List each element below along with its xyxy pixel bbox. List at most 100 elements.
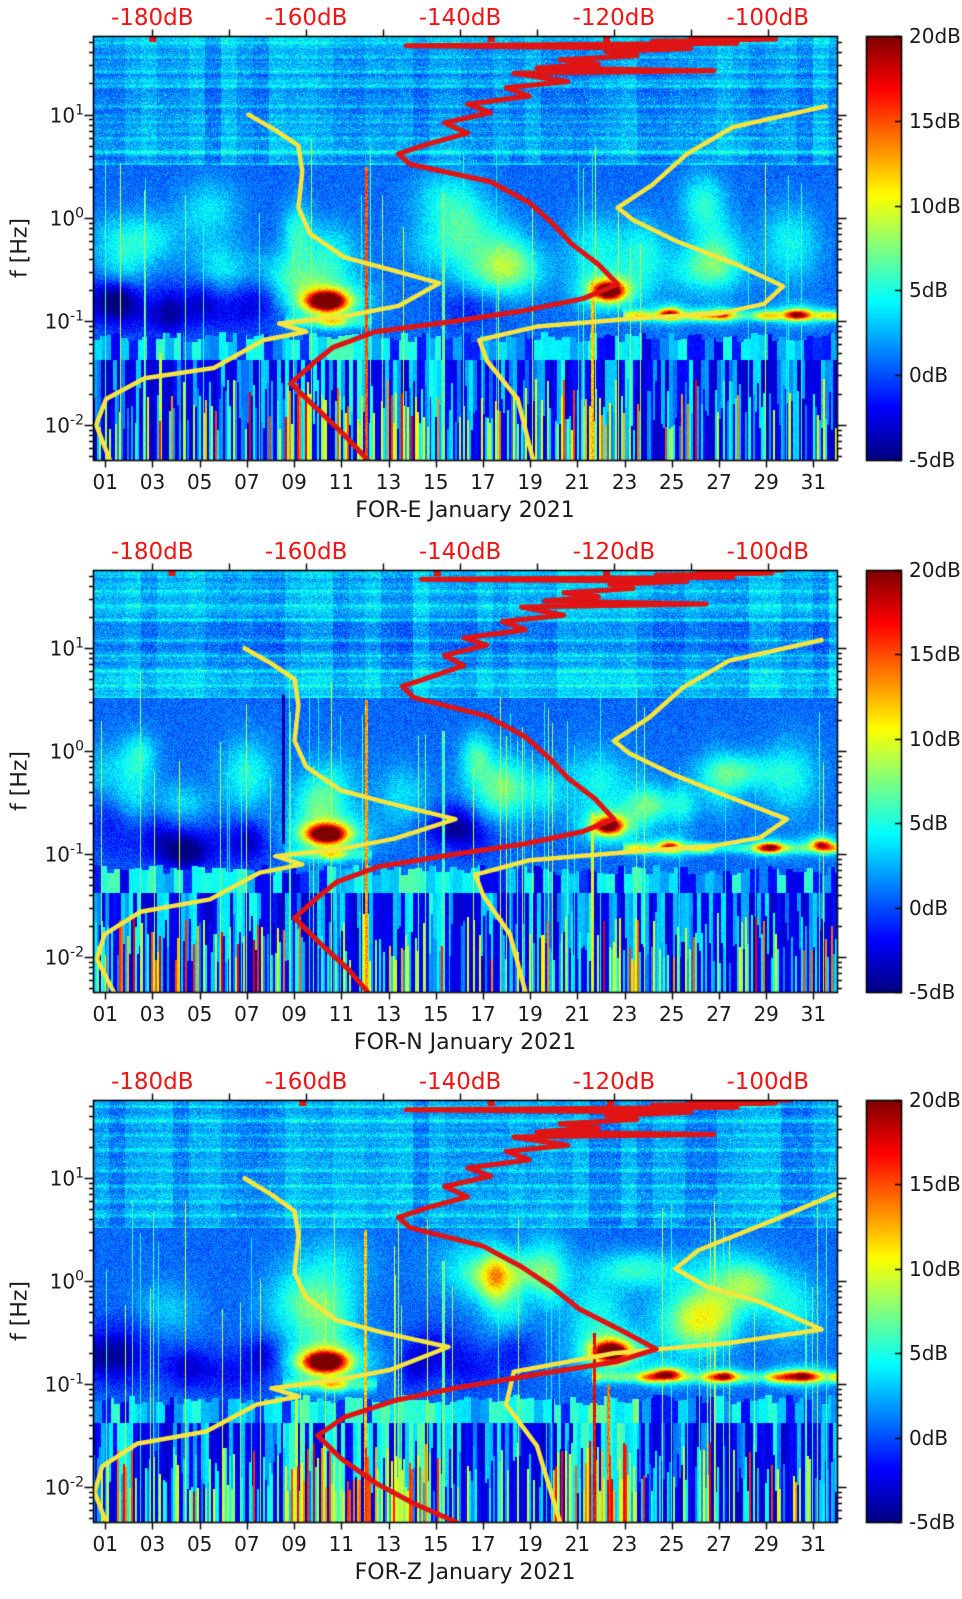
x-tick-label: 01	[92, 1532, 118, 1556]
y-tick-label: 101	[49, 635, 84, 661]
top-db-tick-label: -100dB	[726, 5, 810, 31]
x-tick-label: 25	[659, 470, 685, 494]
x-tick-label: 07	[234, 470, 260, 494]
y-tick-label: 10-2	[44, 412, 84, 438]
y-tick-label: 10-2	[44, 944, 84, 970]
x-tick-label: 07	[234, 1532, 260, 1556]
top-db-tick-label: -140dB	[418, 1069, 502, 1095]
y-tick-label: 100	[49, 738, 84, 764]
top-db-tick-label: -120dB	[572, 539, 656, 565]
x-tick-label: 09	[281, 1532, 307, 1556]
x-tick-label: 15	[422, 1002, 449, 1026]
top-db-tick-label: -140dB	[418, 5, 502, 31]
x-tick-label: 31	[800, 1002, 827, 1026]
y-tick-label: 10-2	[44, 1474, 84, 1500]
colorbar-tick-label: 15dB	[909, 108, 961, 133]
colorbar-tick-label: 0dB	[909, 895, 949, 920]
top-db-tick-label: -180dB	[110, 539, 194, 565]
top-db-tick-label: -120dB	[572, 5, 656, 31]
colorbar-tick-label: -5dB	[909, 1510, 956, 1534]
top-db-tick-label: -180dB	[110, 1069, 194, 1095]
y-tick-label: 10-1	[44, 841, 84, 867]
x-tick-label: 17	[470, 1002, 496, 1026]
x-tick-label: 27	[706, 1002, 732, 1026]
y-axis-label: f [Hz]	[7, 751, 33, 811]
x-tick-label: 25	[659, 1532, 685, 1556]
x-tick-label: 27	[706, 1532, 732, 1556]
colorbar-tick-label: 0dB	[909, 1425, 949, 1450]
x-tick-label: 01	[92, 470, 118, 494]
colorbar-tick-label: 5dB	[909, 278, 949, 303]
y-tick-label: 10-1	[44, 1371, 84, 1397]
x-tick-label: 19	[517, 1002, 543, 1026]
x-tick-label: 17	[470, 1532, 496, 1556]
colorbar-tick-label: -5dB	[909, 448, 956, 472]
x-tick-label: 21	[564, 1532, 591, 1556]
top-db-tick-label: -120dB	[572, 1069, 656, 1095]
x-tick-label: 05	[186, 470, 213, 494]
x-tick-label: 03	[139, 470, 166, 494]
y-tick-label: 10-1	[44, 309, 84, 334]
x-tick-label: 21	[564, 470, 591, 494]
x-tick-label: 25	[659, 1002, 685, 1026]
top-db-tick-label: -180dB	[110, 5, 194, 31]
subplot-title-for-z: FOR-Z January 2021	[354, 1560, 576, 1585]
colorbar-tick-label: 15dB	[909, 1172, 961, 1197]
x-tick-label: 05	[186, 1532, 213, 1556]
x-tick-label: 09	[281, 1002, 307, 1026]
x-tick-label: 15	[422, 470, 449, 494]
x-tick-label: 23	[611, 1002, 638, 1026]
x-tick-label: 29	[753, 1002, 779, 1026]
top-db-tick-label: -160dB	[264, 1069, 348, 1095]
x-tick-label: 11	[328, 470, 355, 494]
x-tick-label: 03	[139, 1002, 166, 1026]
x-tick-label: 09	[281, 470, 307, 494]
x-tick-label: 15	[422, 1532, 449, 1556]
x-tick-label: 07	[234, 1002, 260, 1026]
x-tick-label: 13	[375, 1002, 402, 1026]
colorbar-tick-label: 20dB	[909, 24, 961, 48]
x-tick-label: 03	[139, 1532, 166, 1556]
colorbar-tick-label: -5dB	[909, 980, 956, 1004]
top-db-tick-label: -100dB	[726, 539, 810, 565]
colorbar-tick-label: 10dB	[909, 726, 961, 751]
x-tick-label: 01	[92, 1002, 118, 1026]
colorbar-tick-label: 0dB	[909, 363, 949, 388]
x-tick-label: 11	[328, 1532, 355, 1556]
top-db-tick-label: -160dB	[264, 539, 348, 565]
y-axis-label: f [Hz]	[7, 1281, 33, 1341]
colorbar-tick-label: 20dB	[909, 558, 961, 582]
y-tick-label: 100	[49, 1268, 84, 1294]
colorbar-tick-label: 10dB	[909, 1256, 961, 1281]
y-tick-label: 101	[49, 1165, 84, 1191]
colorbar-tick-label: 5dB	[909, 811, 949, 836]
colorbar-tick-label: 15dB	[909, 642, 961, 667]
x-tick-label: 21	[564, 1002, 591, 1026]
x-tick-label: 23	[611, 470, 638, 494]
x-tick-label: 29	[753, 470, 779, 494]
x-tick-label: 29	[753, 1532, 779, 1556]
subplot-title-for-n: FOR-N January 2021	[353, 1030, 577, 1055]
y-axis-label: f [Hz]	[7, 218, 33, 278]
x-tick-label: 19	[517, 470, 543, 494]
top-db-tick-label: -160dB	[264, 5, 348, 31]
x-tick-label: 13	[375, 470, 402, 494]
x-tick-label: 31	[800, 1532, 827, 1556]
colorbar-tick-label: 20dB	[909, 1088, 961, 1112]
x-tick-label: 31	[800, 470, 827, 494]
x-tick-label: 27	[706, 470, 732, 494]
y-tick-label: 101	[49, 102, 84, 127]
colorbar-tick-label: 10dB	[909, 193, 961, 218]
x-tick-label: 17	[470, 470, 496, 494]
x-tick-label: 19	[517, 1532, 543, 1556]
top-db-tick-label: -140dB	[418, 539, 502, 565]
x-tick-label: 11	[328, 1002, 355, 1026]
colorbar-tick-label: 5dB	[909, 1341, 949, 1366]
top-db-tick-label: -100dB	[726, 1069, 810, 1095]
x-tick-label: 23	[611, 1532, 638, 1556]
subplot-title-for-e: FOR-E January 2021	[355, 498, 575, 523]
y-tick-label: 100	[49, 205, 84, 231]
x-tick-label: 13	[375, 1532, 402, 1556]
